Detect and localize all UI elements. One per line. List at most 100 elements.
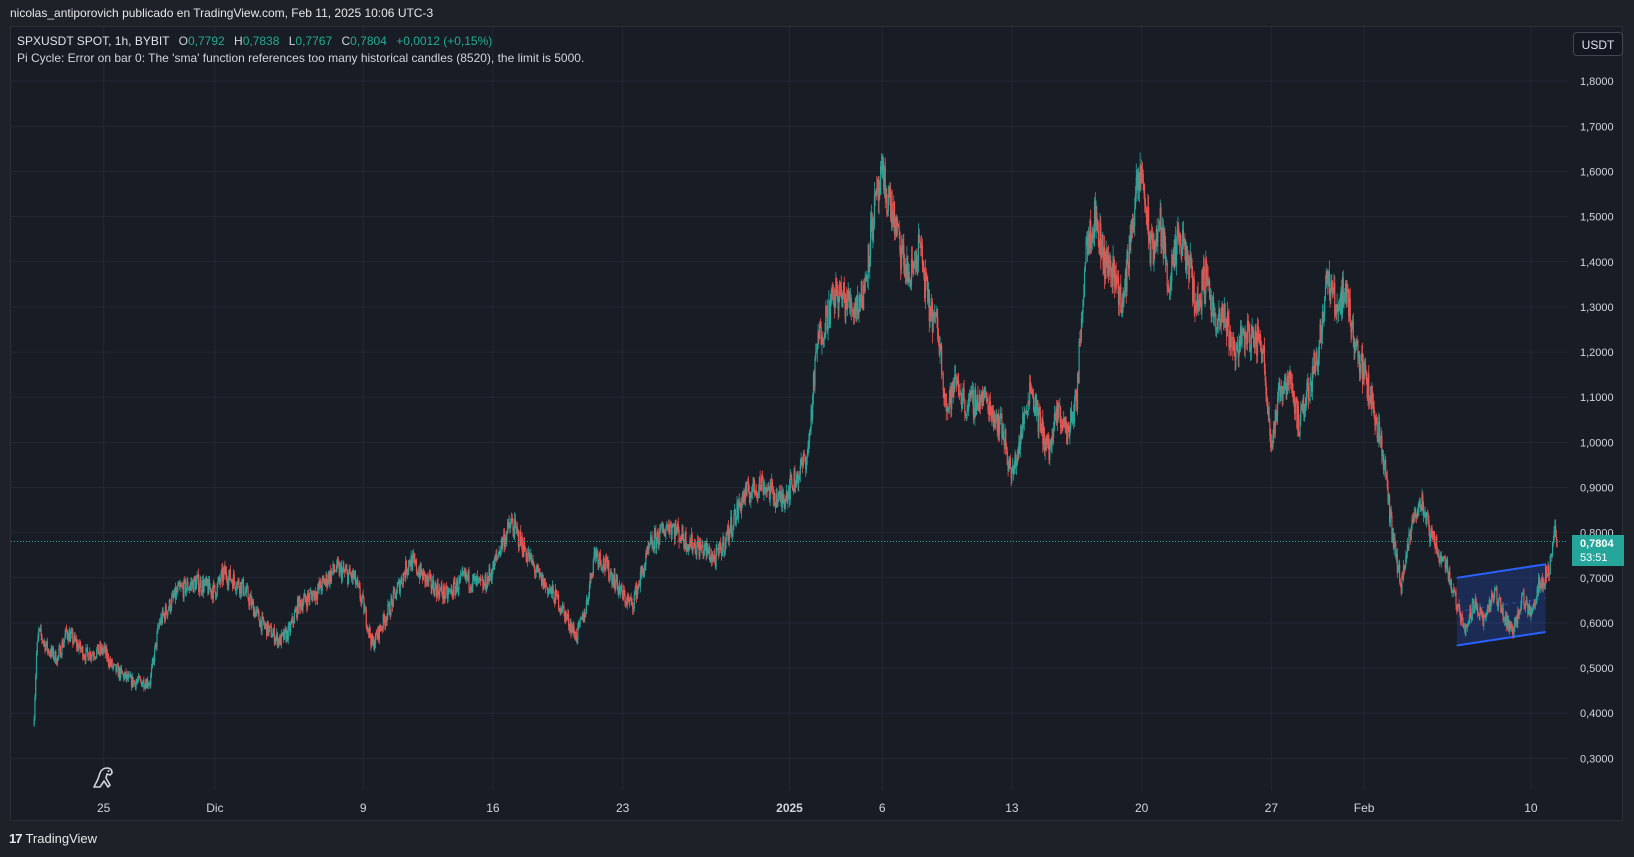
candle-body: [741, 502, 743, 512]
candle-body: [1187, 261, 1189, 265]
candle-body: [1011, 471, 1013, 479]
candle-body: [1328, 271, 1330, 294]
candle-body: [327, 582, 329, 587]
candle-body: [1168, 290, 1171, 292]
candle-body: [1133, 225, 1135, 227]
candle-body: [76, 639, 78, 648]
candle-body: [35, 676, 37, 698]
candle-body: [431, 588, 433, 589]
candle-body: [968, 397, 970, 409]
candle-body: [990, 409, 992, 419]
candle-body: [251, 600, 253, 607]
candle-body: [1466, 624, 1468, 627]
candle-body: [1548, 566, 1550, 576]
candle-body: [106, 654, 109, 659]
candle-body: [723, 536, 725, 553]
candle-body: [804, 454, 806, 462]
candle-body: [1110, 260, 1112, 277]
candle-body: [1093, 200, 1096, 238]
candle-body: [1201, 271, 1203, 310]
candle-body: [1341, 277, 1344, 314]
candle-body: [405, 560, 407, 578]
candle-body: [991, 408, 993, 419]
x-tick-label: Feb: [1354, 801, 1375, 815]
candle-body: [1552, 542, 1554, 544]
candle-body: [1443, 556, 1445, 558]
candle-body: [594, 549, 596, 553]
candle-body: [1284, 377, 1286, 382]
candle-body: [142, 679, 144, 684]
candle-body: [102, 650, 104, 653]
candle-body: [846, 299, 849, 310]
candle-body: [1556, 540, 1558, 542]
dino-icon[interactable]: [90, 763, 118, 791]
candle-body: [615, 574, 618, 583]
candle-body: [385, 620, 387, 622]
candle-body: [775, 493, 777, 508]
candle-body: [1021, 434, 1023, 439]
candle-body: [850, 297, 852, 310]
candle-body: [1472, 601, 1474, 603]
candle-body: [579, 618, 581, 624]
candle-body: [1521, 595, 1523, 606]
candle-body: [1006, 451, 1008, 465]
candle-body: [364, 608, 367, 610]
candle-body: [654, 531, 656, 533]
candle-body: [303, 593, 306, 598]
candle-body: [632, 602, 634, 610]
candle-body: [667, 525, 669, 531]
candle-body: [1147, 206, 1149, 226]
candle-body: [1307, 382, 1309, 387]
candle-body: [1280, 394, 1282, 401]
candle-body: [1029, 381, 1032, 388]
candle-body: [1507, 620, 1510, 630]
candle-body: [665, 527, 667, 533]
grid-lines: [11, 27, 1568, 790]
symbol-name[interactable]: SPXUSDT SPOT, 1h, BYBIT: [17, 34, 170, 48]
candle-body: [1138, 172, 1140, 190]
candle-body: [727, 525, 730, 542]
candle-body: [530, 553, 533, 564]
currency-button[interactable]: USDT: [1573, 32, 1623, 56]
candle-body: [364, 608, 366, 614]
candle-body: [724, 550, 726, 553]
candle-body: [1103, 247, 1105, 266]
tradingview-brand[interactable]: 17 TradingView: [9, 831, 97, 846]
candle-body: [758, 477, 760, 491]
candle-body: [889, 188, 891, 198]
candle-body: [675, 524, 677, 534]
candle-body: [1457, 604, 1459, 606]
candle-body: [855, 304, 857, 311]
candle-body: [322, 578, 324, 579]
candle-body: [700, 545, 703, 550]
candle-body: [259, 620, 261, 627]
candle-body: [299, 596, 301, 602]
candle-body: [900, 247, 903, 269]
candle-body: [940, 343, 942, 347]
candle-body: [1260, 335, 1262, 350]
candle-body: [1143, 183, 1145, 194]
candle-body: [1233, 340, 1235, 357]
candle-body: [315, 591, 317, 598]
candle-body: [239, 582, 241, 594]
candle-body: [1090, 220, 1092, 248]
candle-body: [856, 295, 858, 311]
candle-body: [459, 577, 461, 580]
candle-body: [1549, 555, 1551, 574]
candle-body: [1372, 391, 1374, 403]
candle-body: [255, 609, 258, 612]
candle-body: [283, 629, 286, 640]
candle-body: [200, 580, 202, 592]
candle-body: [52, 648, 55, 659]
candle-body: [1444, 558, 1446, 569]
candle-body: [969, 392, 971, 395]
candle-body: [931, 301, 933, 332]
candle-body: [277, 638, 279, 646]
candle-body: [1386, 477, 1388, 487]
candle-body: [907, 271, 910, 283]
candle-body: [1266, 394, 1268, 399]
candle-body: [54, 651, 56, 659]
candle-body: [600, 560, 602, 568]
candle-body: [842, 295, 844, 307]
